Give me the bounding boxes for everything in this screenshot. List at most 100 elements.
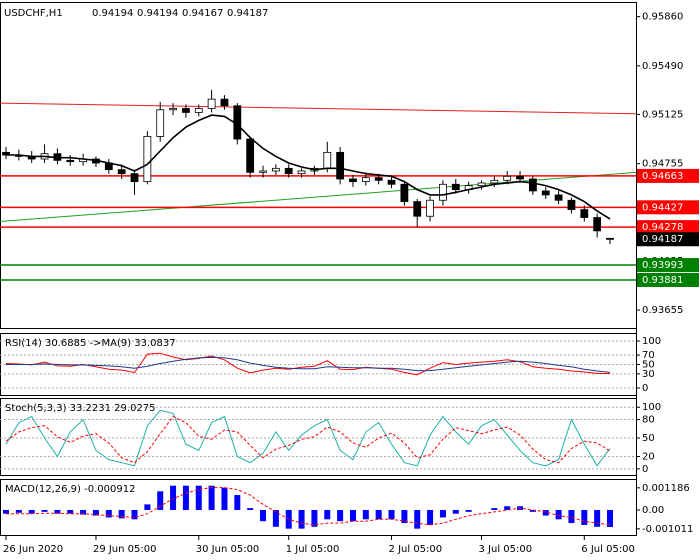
x-tick-label: 30 Jun 05:00	[196, 544, 260, 555]
macd-bar	[298, 509, 305, 529]
candle-body	[182, 108, 190, 113]
macd-bar	[272, 509, 279, 527]
macd-bar	[80, 509, 87, 515]
candle-body	[220, 98, 229, 107]
candle-body	[349, 178, 357, 183]
price-label-box	[637, 232, 699, 247]
macd-bar	[388, 509, 395, 520]
ohlc-value: 0.94187	[227, 8, 268, 19]
pane-title: Stoch(5,3,3) 33.2231 29.0275	[5, 403, 156, 414]
x-tick-label: 1 Jul 05:00	[286, 544, 340, 555]
ohlc-value: 0.94194	[92, 8, 133, 19]
y-tick-label: 0.00	[642, 505, 664, 516]
pane-title: MACD(12,26,9) -0.000912	[5, 484, 135, 495]
macd-bar	[54, 509, 61, 514]
candle-body	[528, 178, 537, 192]
macd-bar	[581, 509, 588, 525]
candle-body	[439, 183, 447, 201]
candle-body	[117, 169, 126, 175]
y-tick-label: 50	[642, 433, 655, 444]
macd-bar	[67, 509, 74, 514]
x-tick-label: 6 Jul 05:00	[581, 544, 635, 555]
macd-bar	[607, 509, 613, 528]
y-tick-label: 0.95125	[642, 109, 683, 120]
level-label-box	[637, 220, 699, 235]
candle-body	[541, 190, 550, 196]
candle-body	[207, 98, 216, 109]
candle-body	[516, 175, 524, 180]
indicator-line	[5, 415, 611, 464]
ohlc-value: 0.94167	[182, 8, 223, 19]
indicator-line	[5, 409, 611, 467]
y-tick-label: 0	[642, 464, 648, 475]
level-label: 0.94278	[642, 222, 683, 233]
macd-bar	[414, 509, 421, 529]
macd-bar	[439, 509, 446, 518]
macd-bar	[131, 509, 138, 520]
macd-bar	[401, 509, 408, 524]
macd-bar	[28, 509, 35, 514]
macd-bar	[465, 509, 472, 512]
y-tick-label: 0.001186	[642, 483, 690, 494]
y-tick-label: 100	[642, 402, 661, 413]
y-tick-label: 0.93655	[642, 305, 683, 316]
x-tick-label: 2 Jul 05:00	[389, 544, 443, 555]
candle-body	[194, 108, 203, 113]
candle-body	[284, 167, 293, 175]
ohlc-value: 0.94194	[137, 8, 178, 19]
candle-body	[400, 183, 409, 202]
pane-title: RSI(14) 30.6885 ->MA(9) 33.0837	[5, 338, 176, 349]
candle-body	[143, 135, 152, 183]
indicator-line	[5, 352, 611, 376]
candle-body	[169, 108, 177, 111]
macd-bar	[247, 508, 254, 510]
level-label: 0.93881	[642, 275, 683, 286]
macd-bar	[144, 504, 151, 510]
x-tick-label: 26 Jun 2020	[3, 544, 63, 555]
candle-body	[426, 199, 434, 217]
candle-body	[503, 175, 512, 181]
macd-bar	[92, 509, 99, 516]
chart-title: USDCHF,H1	[4, 8, 63, 19]
x-tick-label: 29 Jun 05:00	[93, 544, 157, 555]
ma-line	[6, 114, 611, 220]
macd-bar	[427, 509, 434, 525]
candle-body	[323, 151, 332, 169]
macd-bar	[41, 509, 48, 512]
indicator-line	[6, 356, 611, 373]
macd-bar	[15, 509, 22, 513]
level-label: 0.94663	[642, 171, 683, 182]
level-label: 0.93993	[642, 260, 683, 271]
level-label-box	[637, 168, 699, 183]
candle-body	[567, 199, 576, 210]
macd-bar	[504, 506, 511, 510]
macd-bar	[3, 509, 9, 514]
candle-body	[271, 167, 280, 172]
candle-body	[477, 182, 486, 187]
x-tick-label: 3 Jul 05:00	[478, 544, 532, 555]
macd-bar	[568, 509, 575, 524]
level-label-box	[637, 272, 699, 287]
macd-bar	[349, 509, 356, 522]
level-label-box	[637, 258, 699, 273]
y-tick-label: 0.95490	[642, 61, 683, 72]
y-tick-label: 70	[642, 350, 655, 361]
macd-bar	[234, 495, 241, 510]
macd-bar	[157, 491, 164, 510]
candle-body	[130, 173, 139, 183]
candle-body	[580, 209, 589, 218]
macd-bar	[221, 487, 228, 510]
macd-bar	[105, 509, 112, 518]
macd-bar	[208, 485, 215, 510]
y-tick-label: 80	[642, 415, 655, 426]
candle-body	[361, 177, 370, 183]
candle-body	[246, 138, 255, 173]
macd-bar	[542, 509, 549, 516]
macd-bar	[118, 509, 125, 519]
y-tick-label: -0.001011	[642, 524, 693, 535]
candle-body	[297, 170, 306, 175]
y-tick-label: 50	[642, 359, 655, 370]
macd-bar	[529, 509, 536, 512]
price-label: 0.94187	[642, 234, 683, 245]
candle-body	[259, 170, 267, 173]
